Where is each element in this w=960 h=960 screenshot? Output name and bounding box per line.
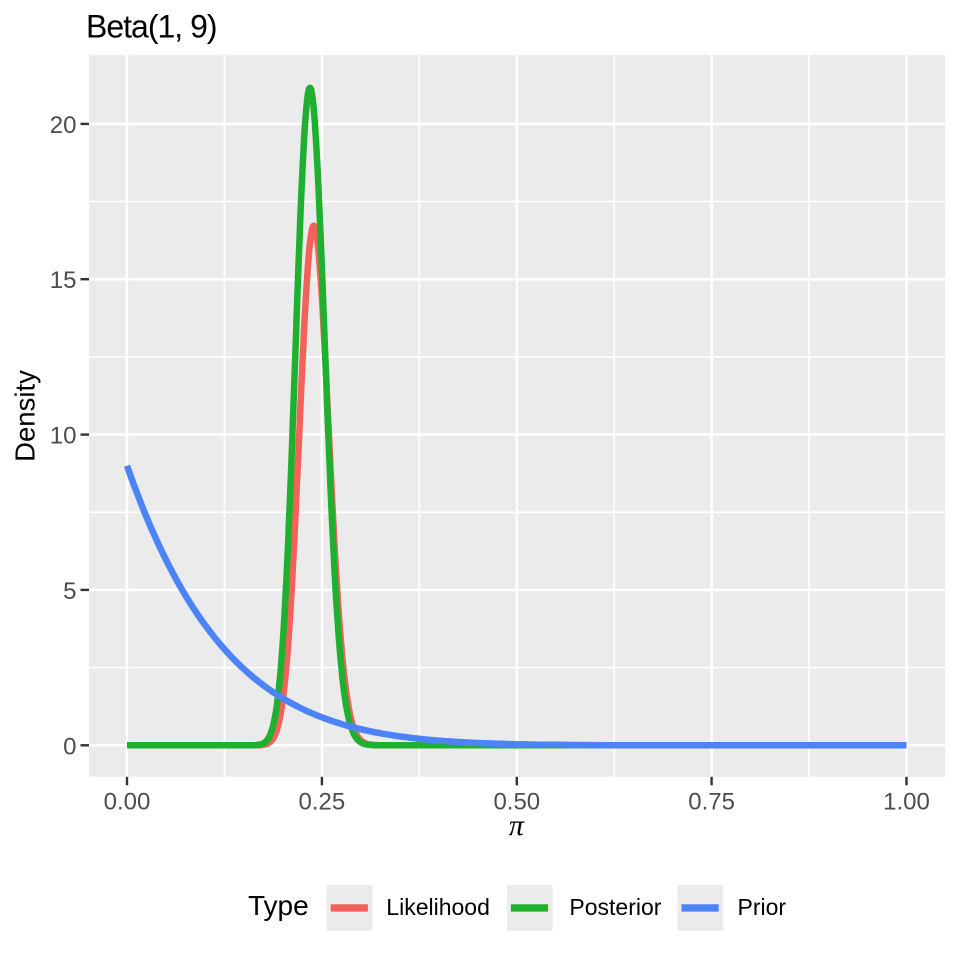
svg-text:0.75: 0.75 [688,789,735,816]
svg-text:Type: Type [248,890,309,921]
svg-text:Beta(1, 9): Beta(1, 9) [86,9,217,45]
svg-text:1.00: 1.00 [883,789,930,816]
svg-text:15: 15 [50,267,77,294]
svg-text:π: π [509,809,525,842]
svg-text:Density: Density [10,370,41,462]
svg-text:0.25: 0.25 [299,789,346,816]
svg-text:10: 10 [50,423,77,450]
svg-text:0: 0 [63,733,76,760]
svg-text:0.50: 0.50 [493,789,540,816]
svg-text:5: 5 [63,578,76,605]
svg-text:Prior: Prior [738,894,787,920]
svg-text:20: 20 [50,112,77,139]
svg-text:0.00: 0.00 [104,789,151,816]
svg-text:Posterior: Posterior [569,894,661,920]
svg-text:Likelihood: Likelihood [386,894,490,920]
